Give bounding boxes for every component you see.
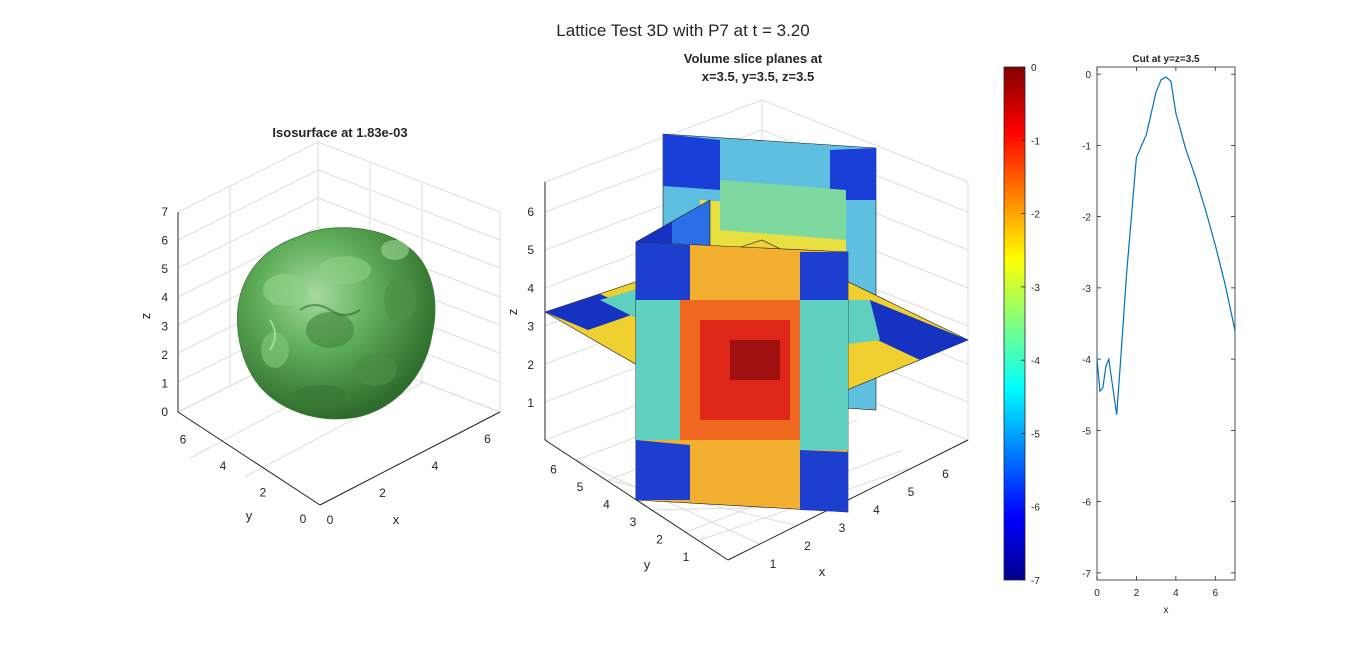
slices-z-tick-label: 1 — [527, 396, 534, 410]
slices-x-ticks: 1 2 3 4 5 6 — [770, 467, 950, 571]
isosurface-z-label: z — [138, 313, 153, 320]
isosurface-z-tick-label: 5 — [161, 262, 168, 276]
slices-z-tick-label: 4 — [527, 281, 534, 295]
cut-y-tick-label: -1 — [1082, 141, 1091, 152]
slices-x-tick-label: 6 — [942, 467, 949, 481]
cut-x-ticks: 0 2 4 6 — [1094, 67, 1219, 599]
slices-x-tick-label: 5 — [908, 485, 915, 499]
colorbar-tick-label: 0 — [1031, 63, 1037, 74]
colorbar-tick-label: -6 — [1031, 503, 1040, 514]
cut-x-tick-label: 0 — [1094, 588, 1100, 599]
cut-y-ticks: 0 -1 -2 -3 -4 -5 -6 -7 — [1082, 70, 1235, 580]
isosurface-axis-lines — [177, 212, 501, 506]
isosurface-y-tick-label: 0 — [300, 512, 307, 526]
slices-title-line2: x=3.5, y=3.5, z=3.5 — [702, 69, 814, 84]
isosurface-panel: Isosurface at 1.83e-03 — [138, 125, 502, 527]
isosurface-y-ticks: 0 2 4 6 — [180, 433, 307, 527]
isosurface-z-tick-label: 7 — [161, 205, 168, 219]
slices-y-tick-label: 2 — [656, 533, 663, 547]
isosurface-z-tick-label: 3 — [161, 319, 168, 333]
slices-z-label: z — [505, 309, 520, 316]
slice-plane-y — [635, 241, 849, 513]
isosurface-z-tick-label: 2 — [161, 348, 168, 362]
slices-y-tick-label: 4 — [603, 498, 610, 512]
cut-axes-box — [1096, 66, 1236, 581]
slices-panel: Volume slice planes at x=3.5, y=3.5, z=3… — [505, 51, 969, 579]
colorbar-tick-label: -5 — [1031, 429, 1040, 440]
isosurface-x-tick-label: 6 — [484, 432, 491, 446]
isosurface-x-tick-label: 0 — [327, 513, 334, 527]
colorbar-gradient — [1003, 66, 1026, 581]
cut-y-tick-label: -3 — [1082, 284, 1091, 295]
colorbar-tick-label: -4 — [1031, 356, 1040, 367]
slices-x-tick-label: 4 — [873, 503, 880, 517]
isosurface-x-tick-label: 2 — [379, 486, 386, 500]
slices-x-tick-label: 2 — [804, 539, 811, 553]
cut-x-label: x — [1164, 605, 1169, 616]
slices-y-tick-label: 6 — [550, 463, 557, 477]
cut-y-tick-label: -6 — [1082, 498, 1091, 509]
slices-y-ticks: 1 2 3 4 5 6 — [550, 463, 690, 565]
cut-y-tick-label: -5 — [1082, 426, 1091, 437]
slices-x-label: x — [819, 564, 826, 579]
slices-z-tick-label: 2 — [527, 358, 534, 372]
slices-title-line1: Volume slice planes at — [684, 51, 823, 66]
colorbar-tick-label: -3 — [1031, 283, 1040, 294]
slices-x-tick-label: 3 — [839, 521, 846, 535]
cut-y-tick-label: -7 — [1082, 569, 1091, 580]
slices-z-tick-label: 6 — [527, 205, 534, 219]
slices-y-tick-label: 1 — [683, 550, 690, 564]
cut-panel: Cut at y=z=3.5 0 -1 -2 -3 -4 -5 -6 -7 0 2 4 6 x — [1082, 54, 1236, 616]
figure-title: Lattice Test 3D with P7 at t = 3.20 — [556, 21, 809, 40]
cut-y-tick-label: 0 — [1085, 70, 1091, 81]
slices-z-ticks: 1 2 3 4 5 6 — [527, 205, 534, 410]
slices-z-tick-label: 5 — [527, 243, 534, 257]
cut-x-tick-label: 4 — [1173, 588, 1179, 599]
isosurface-z-tick-label: 6 — [161, 234, 168, 248]
colorbar-tick-label: -1 — [1031, 136, 1040, 147]
cut-x-tick-label: 2 — [1134, 588, 1140, 599]
isosurface-x-tick-label: 4 — [432, 459, 439, 473]
isosurface-y-tick-label: 4 — [220, 459, 227, 473]
slices-y-tick-label: 3 — [630, 515, 637, 529]
slices-x-tick-label: 1 — [770, 557, 777, 571]
isosurface-title: Isosurface at 1.83e-03 — [272, 125, 407, 140]
isosurface-z-tick-label: 1 — [161, 376, 168, 390]
isosurface-y-tick-label: 6 — [180, 433, 187, 447]
isosurface-blob — [237, 227, 436, 420]
isosurface-z-tick-label: 4 — [161, 291, 168, 305]
colorbar-tick-label: -2 — [1031, 210, 1040, 221]
isosurface-z-ticks: 0 1 2 3 4 5 6 7 — [161, 205, 168, 419]
slices-z-tick-label: 3 — [527, 320, 534, 334]
colorbar-ticks: 0 -1 -2 -3 -4 -5 -6 -7 — [1021, 63, 1040, 587]
isosurface-x-ticks: 0 2 4 6 — [327, 432, 492, 527]
cut-title: Cut at y=z=3.5 — [1132, 54, 1200, 65]
cut-series-line — [1096, 76, 1236, 415]
isosurface-y-tick-label: 2 — [260, 486, 267, 500]
cut-y-tick-label: -2 — [1082, 213, 1091, 224]
isosurface-z-tick-label: 0 — [161, 405, 168, 419]
slices-y-label: y — [644, 557, 651, 572]
slices-y-tick-label: 5 — [577, 480, 584, 494]
cut-x-tick-label: 6 — [1213, 588, 1219, 599]
colorbar-tick-label: -7 — [1031, 576, 1040, 587]
colorbar: 0 -1 -2 -3 -4 -5 -6 -7 — [1003, 63, 1040, 587]
isosurface-y-label: y — [246, 508, 253, 523]
cut-y-tick-label: -4 — [1082, 355, 1091, 366]
isosurface-x-label: x — [393, 512, 400, 527]
